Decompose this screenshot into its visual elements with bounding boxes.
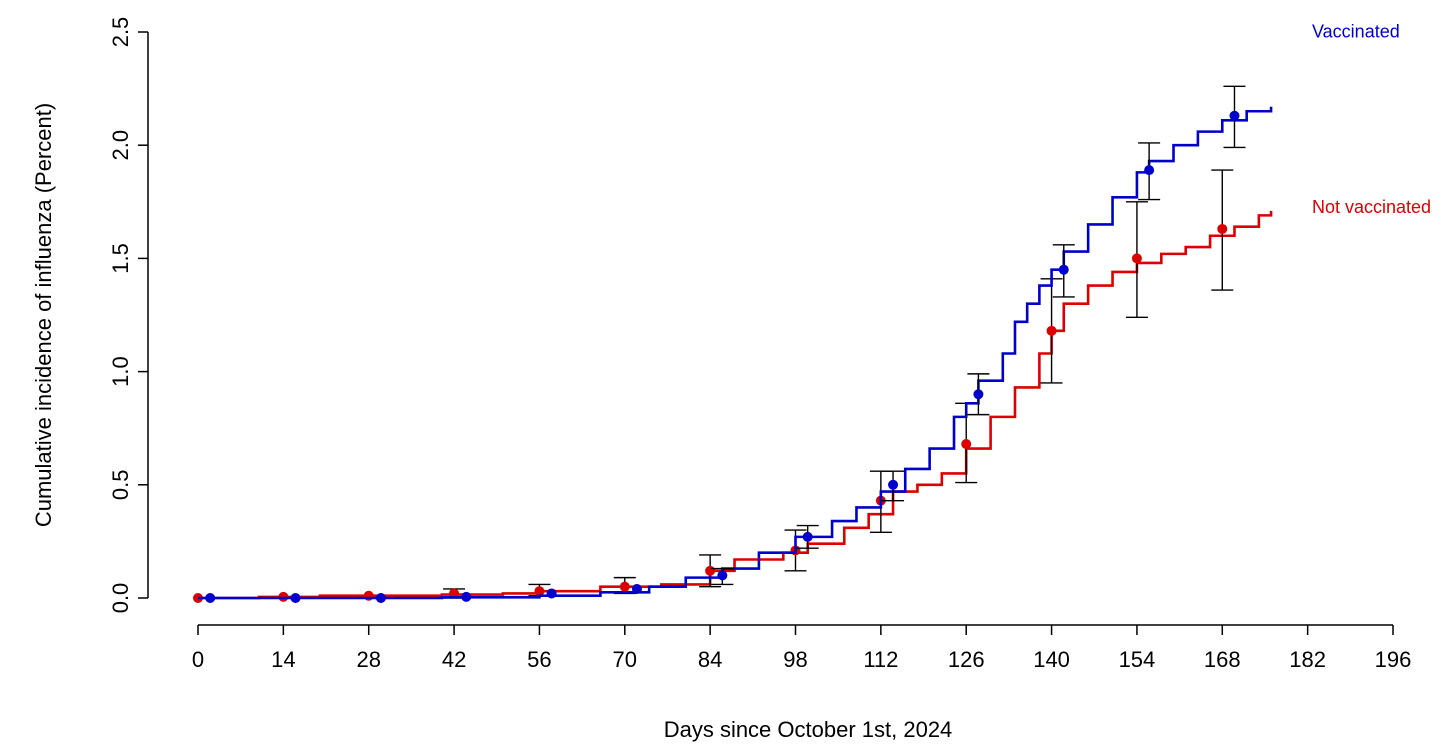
vaccinated-point — [546, 588, 557, 599]
x-tick-label: 196 — [1375, 647, 1412, 672]
x-tick-label: 84 — [698, 647, 722, 672]
x-tick-label: 0 — [192, 647, 204, 672]
x-tick-label: 140 — [1033, 647, 1070, 672]
vaccinated-curve — [198, 106, 1273, 600]
not-vaccinated-point — [619, 581, 630, 592]
labels-layer: Days since October 1st, 2024 Cumulative … — [31, 103, 952, 742]
y-tick-label: 1.0 — [108, 356, 133, 387]
x-tick-label: 182 — [1289, 647, 1326, 672]
vaccinated-point — [888, 479, 899, 490]
x-tick-label: 154 — [1119, 647, 1156, 672]
not-vaccinated-point — [961, 439, 972, 450]
vaccinated-point — [375, 593, 386, 603]
x-tick-label: 28 — [356, 647, 380, 672]
x-tick-label: 42 — [442, 647, 466, 672]
y-tick-label: 0.0 — [108, 583, 133, 614]
y-tick-label: 1.5 — [108, 243, 133, 274]
x-tick-label: 112 — [863, 647, 898, 672]
y-axis: 0.0 0.5 1.0 1.5 2.0 2.5 — [108, 17, 149, 614]
vaccinated-point — [1144, 165, 1155, 176]
series-layer: Not vaccinated Vaccinated — [193, 22, 1431, 603]
x-axis: 0 14 28 42 56 70 84 98 112 126 140 154 168 182 196 — [192, 624, 1412, 672]
vaccinated-point — [631, 583, 642, 594]
vaccinated-point — [461, 591, 472, 602]
x-tick-label: 14 — [271, 647, 295, 672]
legend-label-vaccinated: Vaccinated — [1312, 22, 1400, 42]
x-tick-label: 98 — [783, 647, 807, 672]
series-not-vaccinated: Not vaccinated — [193, 169, 1431, 603]
x-tick-label: 56 — [527, 647, 551, 672]
x-tick-label: 70 — [613, 647, 637, 672]
vaccinated-point — [1058, 264, 1069, 275]
not-vaccinated-point — [705, 565, 716, 576]
y-axis-title: Cumulative incidence of influenza (Perce… — [31, 103, 56, 527]
vaccinated-point — [205, 593, 216, 603]
series-vaccinated: Vaccinated — [198, 22, 1400, 603]
y-tick-label: 0.5 — [108, 470, 133, 501]
legend-label-not-vaccinated: Not vaccinated — [1312, 197, 1431, 217]
vaccinated-point — [802, 531, 813, 542]
x-tick-label: 126 — [948, 647, 985, 672]
x-axis-title: Days since October 1st, 2024 — [664, 717, 953, 742]
y-tick-label: 2.5 — [108, 17, 133, 48]
not-vaccinated-curve — [198, 210, 1273, 600]
vaccinated-point — [717, 570, 728, 581]
vaccinated-point — [973, 389, 984, 400]
y-tick-label: 2.0 — [108, 130, 133, 161]
x-tick-label: 168 — [1204, 647, 1241, 672]
vaccinated-point — [1229, 110, 1240, 121]
vaccinated-point — [290, 593, 301, 603]
not-vaccinated-point — [449, 588, 460, 599]
not-vaccinated-point — [1046, 325, 1057, 336]
not-vaccinated-point — [534, 586, 545, 597]
not-vaccinated-point — [1217, 223, 1228, 234]
not-vaccinated-point — [1131, 253, 1142, 264]
